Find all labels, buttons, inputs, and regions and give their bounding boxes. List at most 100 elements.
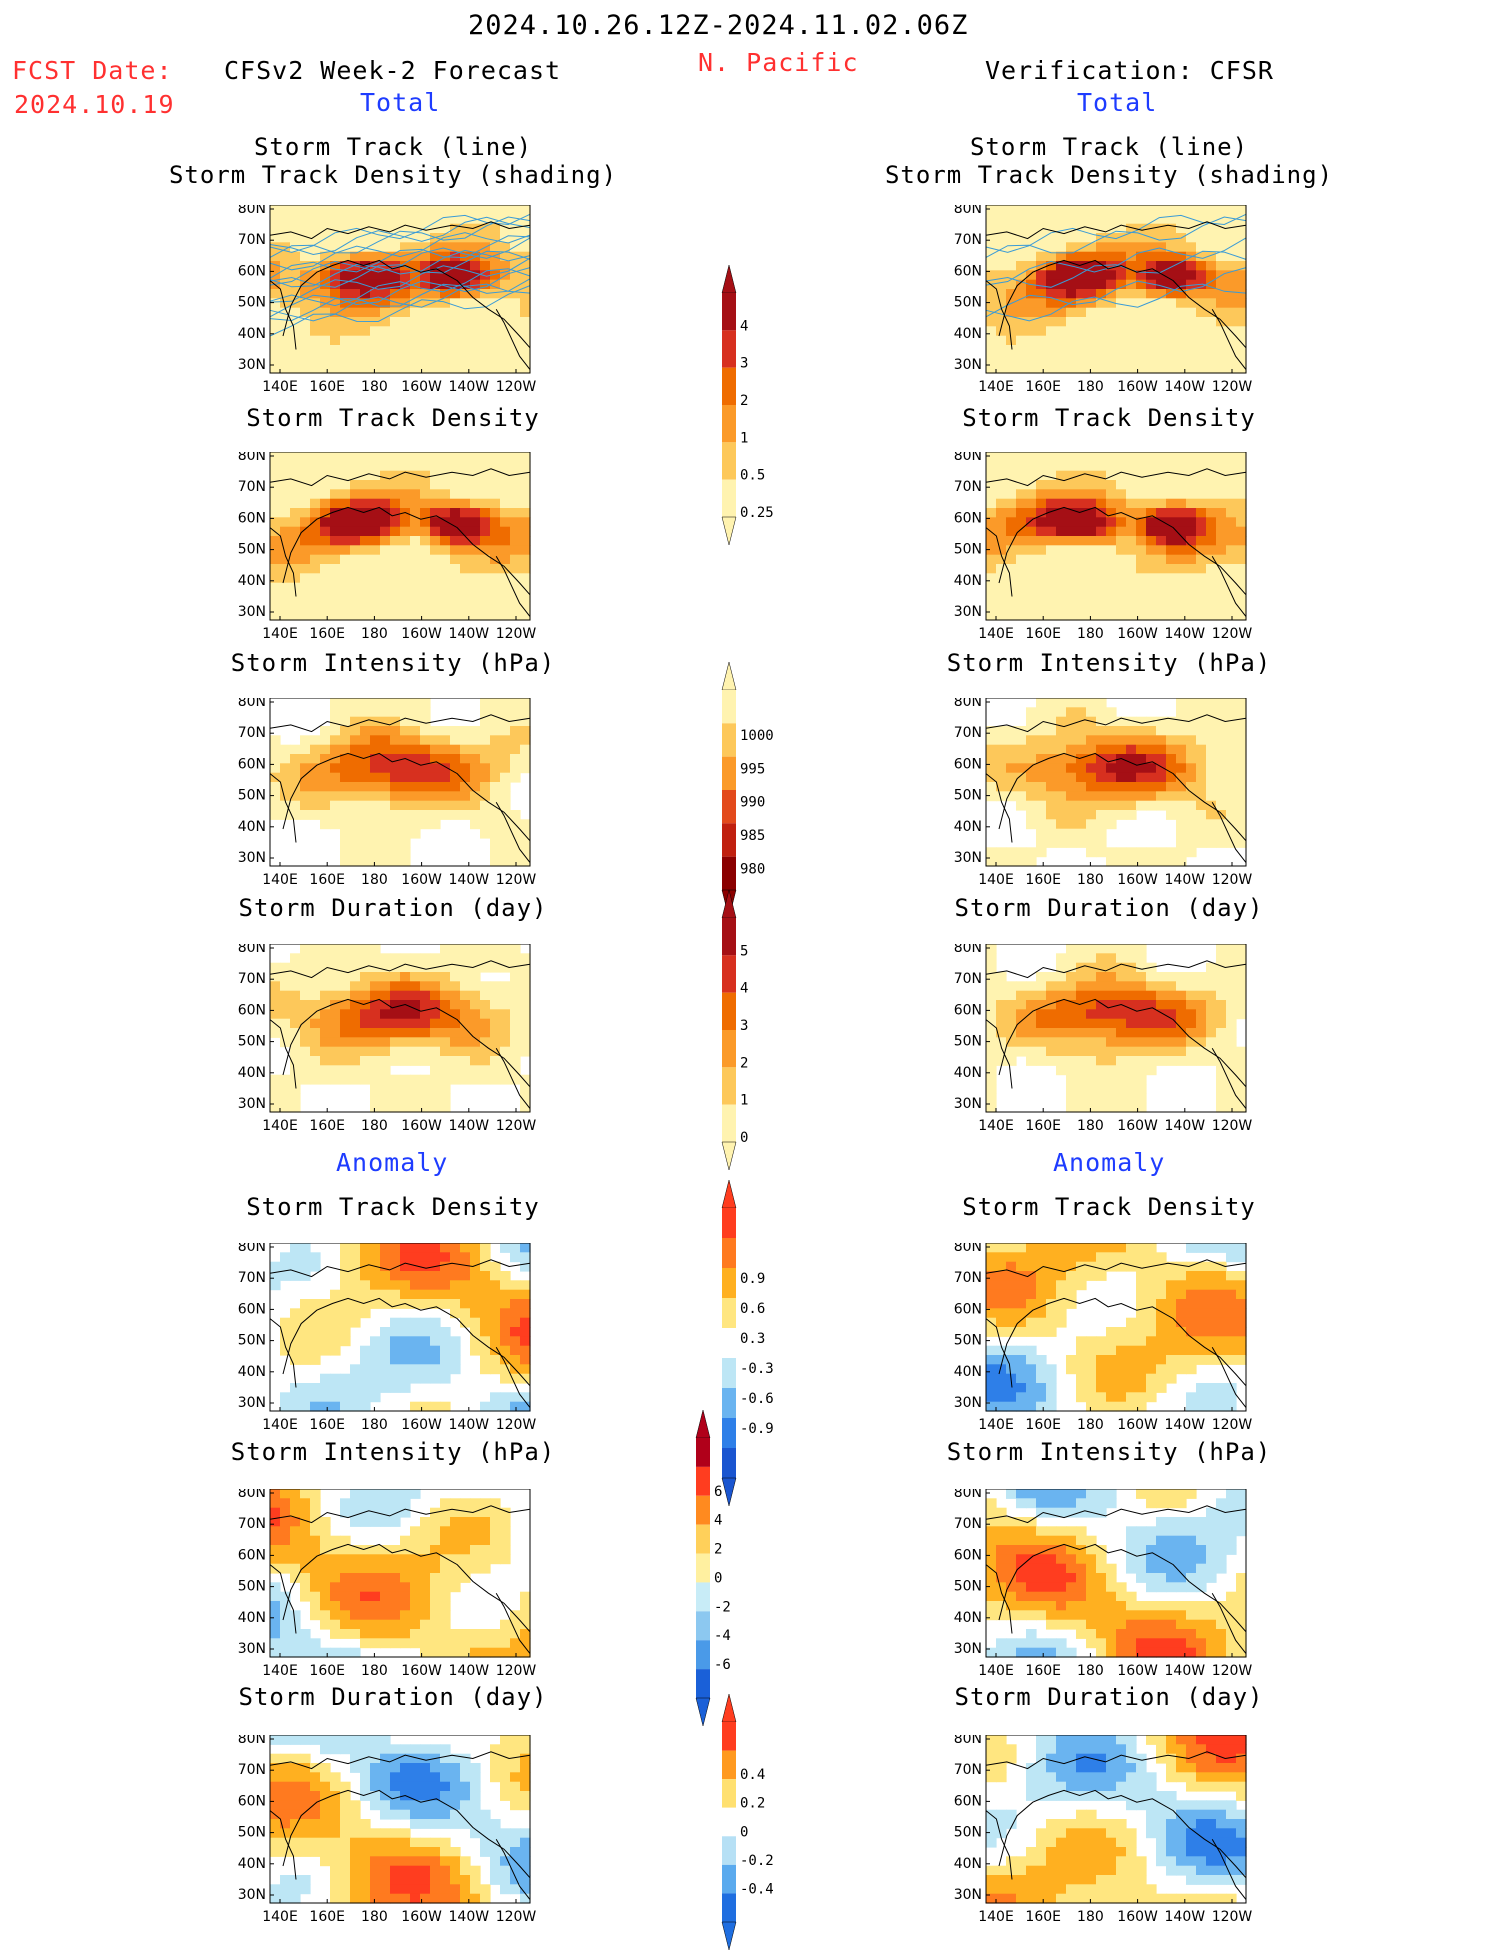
field-cell bbox=[310, 1028, 321, 1038]
field-cell bbox=[1046, 972, 1057, 982]
field-cell bbox=[390, 317, 401, 327]
field-cell bbox=[1076, 791, 1087, 801]
field-cell bbox=[1086, 536, 1097, 546]
field-cell bbox=[1026, 1601, 1037, 1611]
field-cell bbox=[1026, 564, 1037, 574]
lat-tick-label: 70N bbox=[954, 479, 982, 495]
field-cell bbox=[1096, 944, 1107, 954]
field-cell bbox=[390, 991, 401, 1001]
field-cell bbox=[300, 754, 311, 764]
field-cell bbox=[1016, 298, 1027, 308]
field-cell bbox=[390, 1554, 401, 1564]
field-cell bbox=[390, 1517, 401, 1527]
field-cell bbox=[1116, 1592, 1127, 1602]
field-cell bbox=[1106, 489, 1117, 499]
field-cell bbox=[1136, 754, 1147, 764]
field-cell bbox=[986, 224, 997, 234]
field-cell bbox=[490, 1498, 501, 1508]
field-cell bbox=[1066, 953, 1077, 963]
field-cell bbox=[1016, 1327, 1027, 1337]
field-cell bbox=[1116, 981, 1127, 991]
field-cell bbox=[500, 280, 511, 290]
field-cell bbox=[1046, 1047, 1057, 1057]
field-cell bbox=[1036, 298, 1047, 308]
field-cell bbox=[1096, 345, 1107, 355]
field-cell bbox=[330, 1374, 341, 1384]
field-cell bbox=[280, 1402, 291, 1412]
field-cell bbox=[996, 452, 1007, 462]
field-cell bbox=[400, 1243, 411, 1253]
field-cell bbox=[1166, 791, 1177, 801]
field-cell bbox=[1086, 782, 1097, 792]
field-cell bbox=[470, 773, 481, 783]
field-cell bbox=[1176, 517, 1187, 527]
field-cell bbox=[370, 1392, 381, 1402]
field-cell bbox=[1146, 326, 1157, 336]
field-cell bbox=[420, 745, 431, 755]
field-cell bbox=[410, 364, 421, 374]
field-cell bbox=[320, 801, 331, 811]
field-cell bbox=[360, 1582, 371, 1592]
field-cell bbox=[1216, 981, 1227, 991]
field-cell bbox=[490, 336, 501, 346]
field-cell bbox=[480, 1028, 491, 1038]
field-cell bbox=[1226, 745, 1237, 755]
field-cell bbox=[1156, 972, 1167, 982]
field-cell bbox=[360, 601, 371, 611]
field-cell bbox=[280, 745, 291, 755]
field-cell bbox=[1116, 517, 1127, 527]
field-cell bbox=[1236, 1009, 1247, 1019]
field-cell bbox=[420, 1075, 431, 1085]
field-cell bbox=[1066, 345, 1077, 355]
field-cell bbox=[510, 726, 521, 736]
field-cell bbox=[470, 726, 481, 736]
field-cell bbox=[1056, 270, 1067, 280]
field-cell bbox=[450, 1582, 461, 1592]
field-cell bbox=[370, 953, 381, 963]
field-cell bbox=[310, 1047, 321, 1057]
field-cell bbox=[996, 364, 1007, 374]
field-cell bbox=[300, 1243, 311, 1253]
field-cell bbox=[1126, 1252, 1137, 1262]
field-cell bbox=[1176, 1336, 1187, 1346]
field-cell bbox=[1096, 611, 1107, 621]
field-cell bbox=[500, 308, 511, 318]
field-cell bbox=[1196, 336, 1207, 346]
field-cell bbox=[330, 517, 341, 527]
field-cell bbox=[1216, 1392, 1227, 1402]
field-cell bbox=[520, 461, 531, 471]
field-cell bbox=[1126, 480, 1137, 490]
field-cell bbox=[1026, 1392, 1037, 1402]
field-cell bbox=[300, 1402, 311, 1412]
field-cell bbox=[430, 1355, 441, 1365]
field-cell bbox=[1226, 233, 1237, 243]
field-cell bbox=[360, 1308, 371, 1318]
field-cell bbox=[1156, 252, 1167, 262]
field-cell bbox=[390, 471, 401, 481]
field-cell bbox=[330, 1648, 341, 1658]
field-cell bbox=[1096, 707, 1107, 717]
field-cell bbox=[330, 555, 341, 565]
field-cell bbox=[440, 536, 451, 546]
field-cell bbox=[1166, 592, 1177, 602]
field-cell bbox=[1236, 981, 1247, 991]
field-cell bbox=[1026, 573, 1037, 583]
field-cell bbox=[470, 461, 481, 471]
field-cell bbox=[470, 489, 481, 499]
field-cell bbox=[480, 1243, 491, 1253]
field-cell bbox=[1176, 1545, 1187, 1555]
field-cell bbox=[440, 308, 451, 318]
field-cell bbox=[480, 480, 491, 490]
field-cell bbox=[420, 1000, 431, 1010]
field-cell bbox=[1016, 1545, 1027, 1555]
field-cell bbox=[1036, 545, 1047, 555]
field-cell bbox=[500, 763, 511, 773]
field-cell bbox=[1126, 555, 1137, 565]
field-cell bbox=[490, 857, 501, 867]
field-cell bbox=[460, 1629, 471, 1639]
field-cell bbox=[280, 489, 291, 499]
field-cell bbox=[440, 1084, 451, 1094]
field-cell bbox=[1086, 1364, 1097, 1374]
field-cell bbox=[1206, 791, 1217, 801]
field-cell bbox=[490, 1536, 501, 1546]
